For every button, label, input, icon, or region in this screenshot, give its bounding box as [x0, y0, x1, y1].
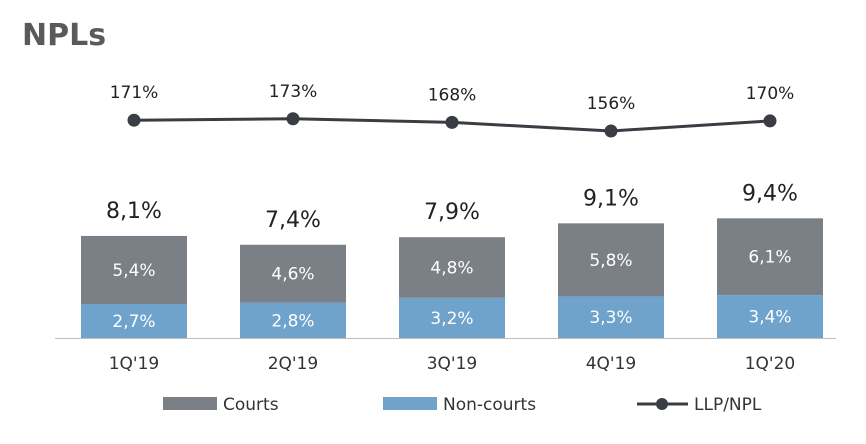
bar-courts	[399, 237, 505, 298]
line-point-llp-npl	[763, 114, 777, 128]
bar-courts	[240, 244, 346, 303]
data-label-courts: 4,8%	[430, 258, 473, 278]
data-label-courts: 5,4%	[112, 261, 155, 281]
data-label-total: 7,4%	[265, 208, 321, 233]
data-label-courts: 4,6%	[271, 265, 314, 285]
data-label-courts: 6,1%	[748, 248, 791, 268]
bar-non-courts	[399, 297, 505, 338]
x-tick-label: 4Q'19	[586, 354, 637, 374]
line-point-llp-npl	[604, 124, 618, 138]
bar-non-courts	[717, 295, 823, 338]
line-point-llp-npl	[286, 112, 300, 126]
x-tick-label: 1Q'19	[109, 354, 160, 374]
data-label-non-courts: 3,2%	[430, 309, 473, 329]
data-label-llp-npl: 173%	[269, 82, 318, 102]
legend-marker-llp-npl	[656, 398, 668, 410]
x-tick-label: 2Q'19	[268, 354, 319, 374]
x-tick-label: 3Q'19	[427, 354, 478, 374]
data-label-llp-npl: 171%	[110, 83, 159, 103]
bar-non-courts	[240, 302, 346, 338]
legend-label-llp-npl: LLP/NPL	[694, 395, 762, 415]
data-label-courts: 5,8%	[589, 251, 632, 271]
data-label-llp-npl: 156%	[587, 94, 636, 114]
bar-courts	[81, 235, 187, 304]
legend-swatch-non-courts	[383, 397, 437, 410]
bar-non-courts	[81, 303, 187, 338]
legend-label-non-courts: Non-courts	[443, 395, 536, 415]
data-label-llp-npl: 168%	[428, 85, 477, 105]
data-label-total: 8,1%	[106, 199, 162, 224]
bar-courts	[717, 218, 823, 296]
bar-non-courts	[558, 296, 664, 338]
line-point-llp-npl	[127, 113, 141, 127]
data-label-llp-npl: 170%	[746, 84, 795, 104]
legend-label-courts: Courts	[223, 395, 279, 415]
data-label-total: 7,9%	[424, 200, 480, 225]
data-label-non-courts: 2,7%	[112, 312, 155, 332]
bar-courts	[558, 223, 664, 297]
line-point-llp-npl	[445, 115, 459, 129]
data-label-non-courts: 2,8%	[271, 311, 314, 331]
data-label-total: 9,1%	[583, 186, 639, 211]
data-label-total: 9,4%	[742, 181, 798, 206]
data-label-non-courts: 3,4%	[748, 308, 791, 328]
data-label-non-courts: 3,3%	[589, 308, 632, 328]
page-title: NPLs	[22, 18, 107, 53]
x-tick-label: 1Q'20	[745, 354, 796, 374]
legend-swatch-courts	[163, 397, 217, 410]
